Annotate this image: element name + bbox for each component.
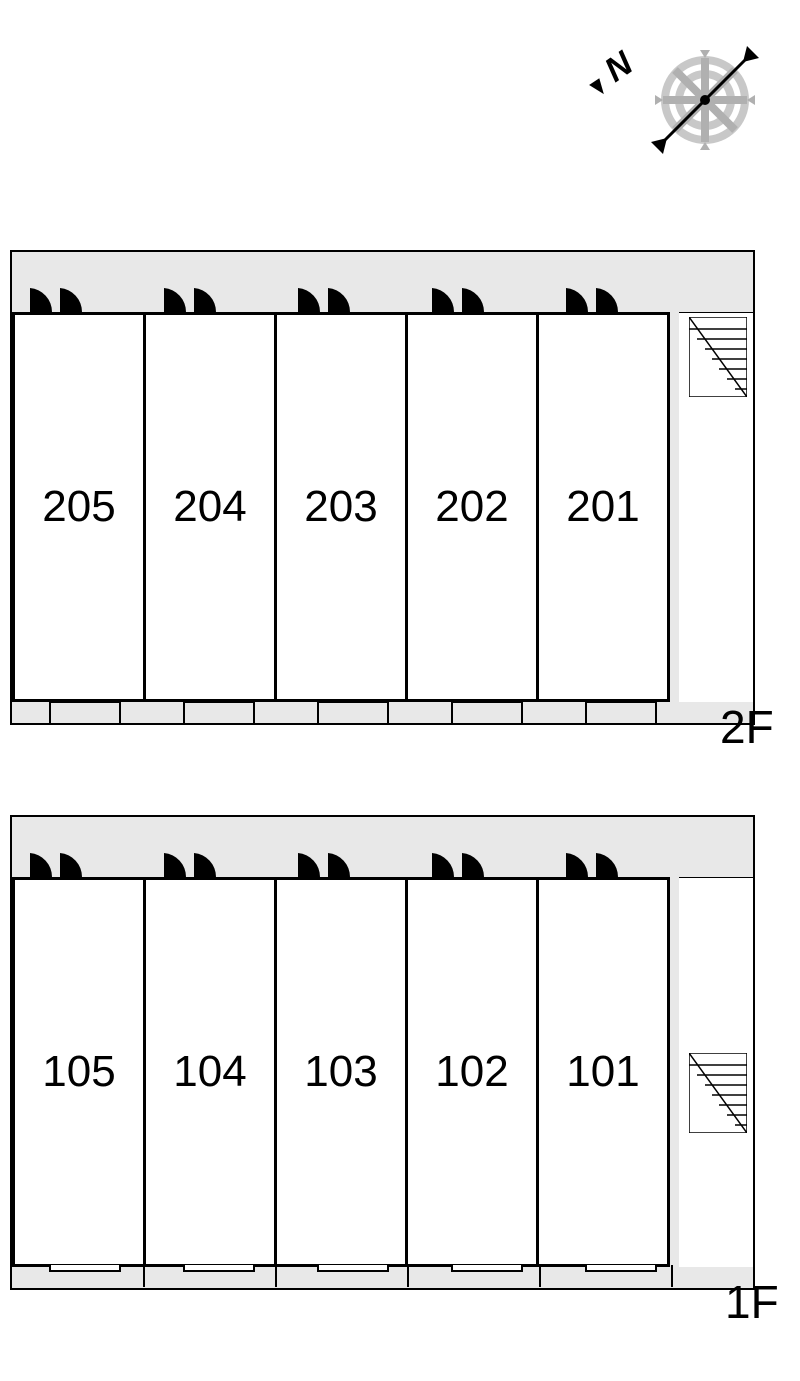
room-103: 103	[274, 877, 408, 1267]
room-204: 204	[143, 312, 277, 702]
room-101: 101	[536, 877, 670, 1267]
stairs-icon	[689, 1053, 747, 1133]
room-205: 205	[12, 312, 146, 702]
bottom-windows-f1	[10, 1265, 755, 1300]
corridor-doors-f1	[12, 847, 757, 879]
rooms-row-f2: 205 204 203 202 201	[12, 312, 670, 702]
room-203: 203	[274, 312, 408, 702]
floor-1: 105 104 103 102 101	[10, 815, 755, 1290]
room-104: 104	[143, 877, 277, 1267]
compass-rose: N	[585, 35, 765, 170]
rooms-row-f1: 105 104 103 102 101	[12, 877, 670, 1267]
stairs-icon	[689, 317, 747, 397]
room-201: 201	[536, 312, 670, 702]
compass-label: N	[598, 44, 641, 90]
room-105: 105	[12, 877, 146, 1267]
floor-2: 205 204 203 202 201	[10, 250, 755, 725]
floor-2-label: 2F	[720, 700, 774, 754]
floor-2-container: 205 204 203 202 201	[10, 250, 755, 725]
corridor-doors-f2	[12, 282, 757, 314]
floor-1-container: 105 104 103 102 101	[10, 815, 755, 1290]
floor-1-label: 1F	[725, 1275, 779, 1329]
stairs-area-f1	[679, 877, 753, 1267]
room-102: 102	[405, 877, 539, 1267]
room-202: 202	[405, 312, 539, 702]
stairs-area-f2	[679, 312, 753, 702]
balcony-windows-f2	[10, 702, 755, 737]
